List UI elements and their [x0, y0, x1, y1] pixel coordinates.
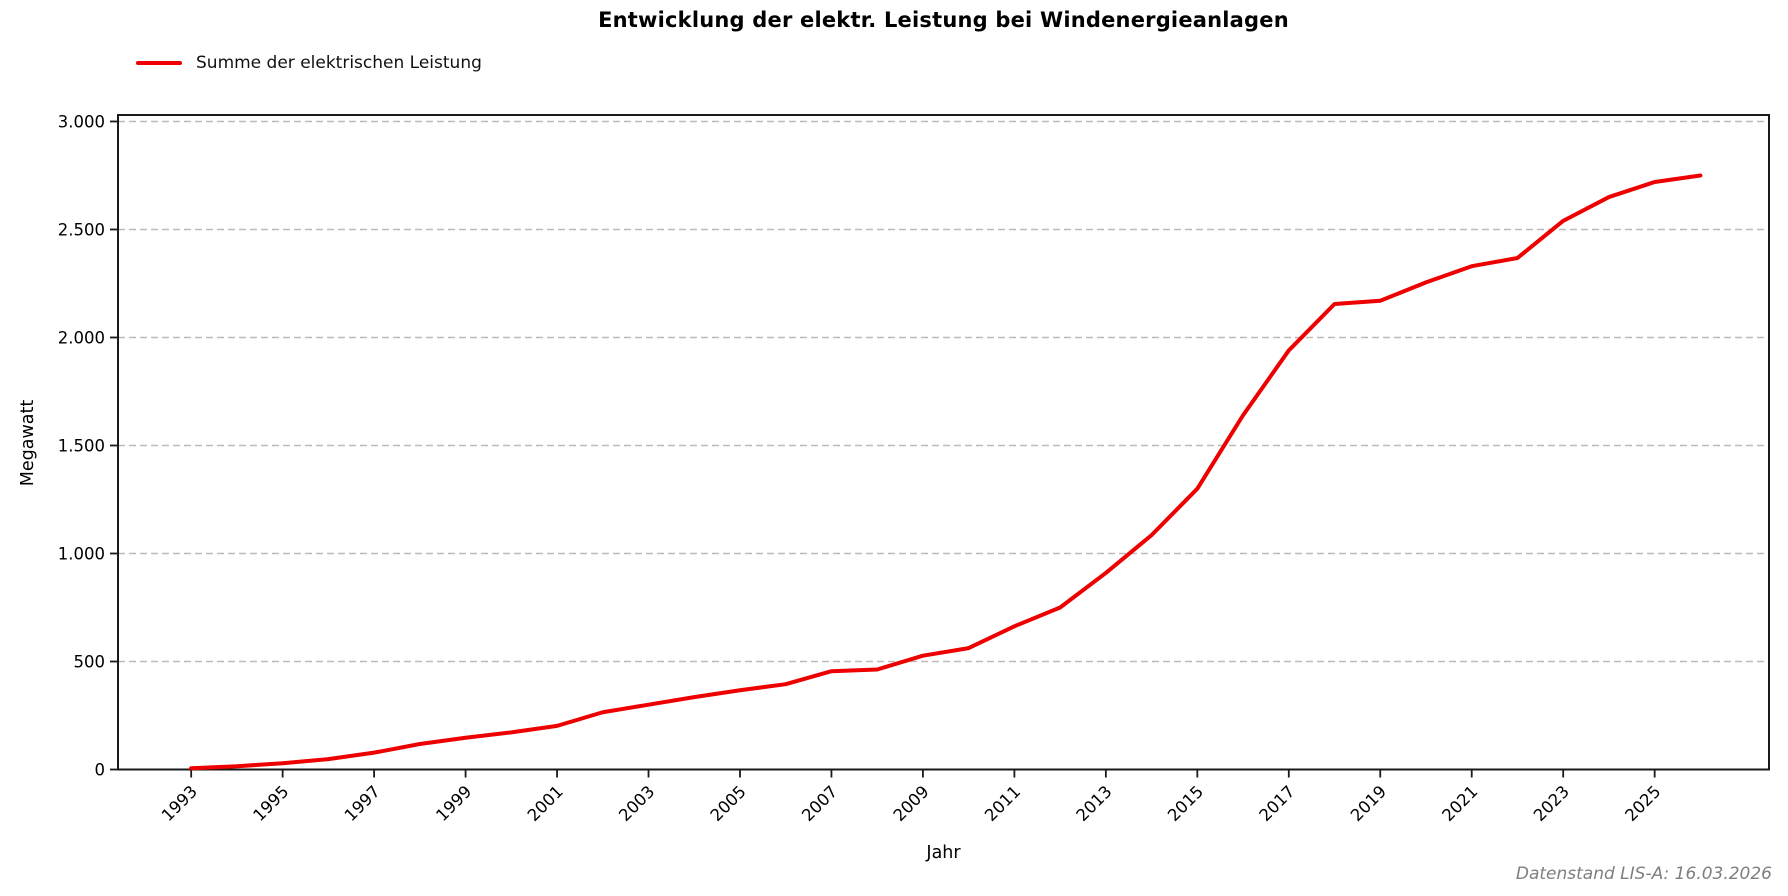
y-axis-title: Megawatt [18, 399, 38, 487]
y-tick-label: 2.500 [58, 220, 105, 239]
x-tick-label: 2015 [1164, 782, 1207, 825]
series-line [189, 173, 1703, 771]
x-tick-label: 2025 [1621, 782, 1664, 825]
y-tick-label: 3.000 [58, 112, 105, 131]
x-tick-label: 2011 [981, 782, 1024, 825]
x-axis-title: Jahr [926, 843, 961, 863]
x-tick-label: 2009 [890, 782, 933, 825]
x-tick-label: 2023 [1530, 782, 1573, 825]
x-tick-label: 1999 [432, 782, 475, 825]
x-tick-label: 1997 [341, 782, 384, 825]
x-tick-label: 2021 [1438, 782, 1481, 825]
chart-legend: Summe der elektrischen Leistung [136, 53, 482, 73]
x-tick-label: 1993 [158, 782, 201, 825]
x-tick-label: 2019 [1347, 782, 1390, 825]
x-tick-label: 2005 [707, 782, 750, 825]
chart-title: Entwicklung der elektr. Leistung bei Win… [598, 8, 1289, 32]
x-tick-label: 2007 [798, 782, 841, 825]
y-tick-label: 2.000 [58, 328, 105, 347]
y-tick-label: 1.000 [58, 544, 105, 563]
x-tick-label: 2017 [1255, 782, 1298, 825]
legend-line-swatch [136, 60, 182, 66]
data-status-note: Datenstand LIS-A: 16.03.2026 [1515, 864, 1772, 884]
plot-border [117, 114, 1770, 771]
legend-label: Summe der elektrischen Leistung [196, 53, 482, 73]
x-tick-label: 2003 [615, 782, 658, 825]
x-tick-label: 2013 [1073, 782, 1116, 825]
x-tick-label: 1995 [249, 782, 292, 825]
y-tick-label: 0 [95, 761, 106, 780]
y-tick-label: 500 [74, 652, 106, 671]
y-tick-label: 1.500 [58, 436, 105, 455]
x-tick-label: 2001 [524, 782, 567, 825]
